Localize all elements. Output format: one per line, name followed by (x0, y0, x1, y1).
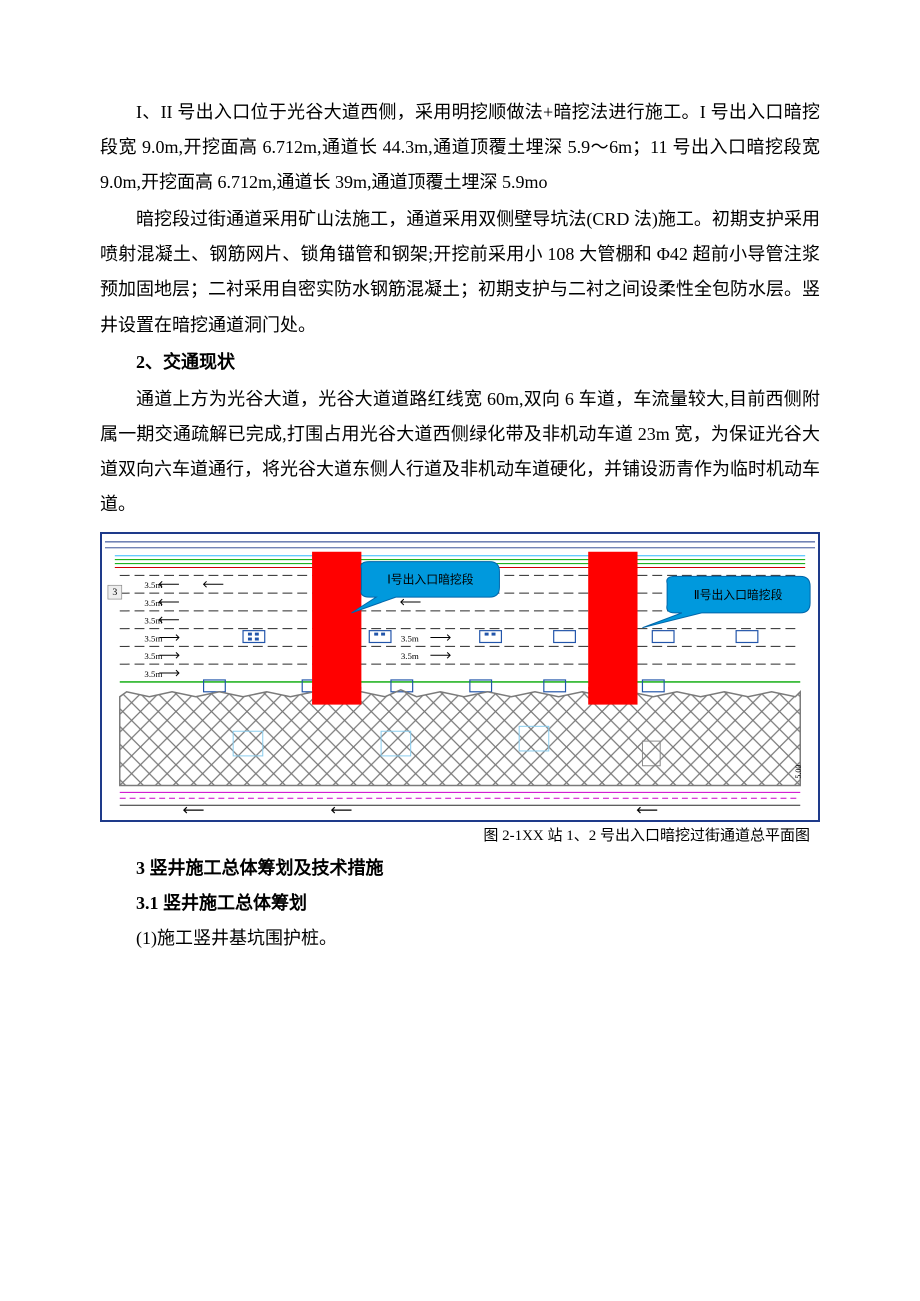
heading-3: 3 竖井施工总体筹划及技术措施 (100, 851, 820, 886)
svg-text:3.5m: 3.5m (144, 634, 162, 644)
svg-text:3: 3 (112, 587, 117, 598)
svg-text:3.5m: 3.5m (144, 669, 162, 679)
plan-diagram: 3.5m 3.5m 3.5m 3.5m 3.5m 3.5m 3.5m 3.5m (100, 532, 820, 822)
tunnel-section-1 (312, 552, 361, 690)
figure-container: 3.5m 3.5m 3.5m 3.5m 3.5m 3.5m 3.5m 3.5m (100, 532, 820, 845)
paragraph-2: 暗挖段过街通道采用矿山法施工，通道采用双侧壁导坑法(CRD 法)施工。初期支护采… (100, 202, 820, 342)
svg-text:3.5m: 3.5m (401, 634, 419, 644)
svg-text:5.00: 5.00 (794, 765, 803, 779)
svg-text:3.5m: 3.5m (144, 651, 162, 661)
svg-text:Ⅰ号出入口暗挖段: Ⅰ号出入口暗挖段 (387, 572, 473, 586)
list-item-3-1-1: (1)施工竖井基坑围护桩。 (100, 921, 820, 956)
figure-caption: 图 2-1XX 站 1、2 号出入口暗挖过街通道总平面图 (100, 824, 820, 845)
enclosure-area (120, 690, 800, 786)
paragraph-1: I、II 号出入口位于光谷大道西侧，采用明挖顺做法+暗挖法进行施工。I 号出入口… (100, 95, 820, 200)
tunnel-section-2 (588, 552, 637, 690)
paragraph-3: 通道上方为光谷大道，光谷大道道路红线宽 60m,双向 6 车道，车流量较大,目前… (100, 382, 820, 522)
svg-text:Ⅱ号出入口暗挖段: Ⅱ号出入口暗挖段 (694, 588, 783, 602)
heading-3-1: 3.1 竖井施工总体筹划 (100, 886, 820, 921)
heading-traffic: 2、交通现状 (100, 345, 820, 380)
svg-text:3.5m: 3.5m (401, 651, 419, 661)
